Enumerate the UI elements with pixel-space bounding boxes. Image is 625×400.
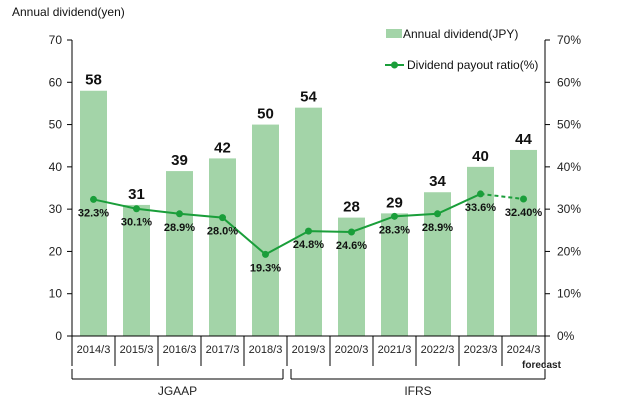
dividend-bar — [166, 171, 193, 336]
category-label: 2020/3 — [335, 344, 369, 356]
right-tick-label: 40% — [557, 160, 581, 174]
category-label: 2022/3 — [421, 344, 455, 356]
category-label: 2018/3 — [249, 344, 283, 356]
dividend-bar — [295, 107, 322, 337]
accounting-standard-groups: JGAAP IFRS — [71, 369, 546, 398]
payout-ratio-label: 28.9% — [164, 222, 195, 234]
dividend-bar — [209, 158, 236, 336]
category-label: 2015/3 — [120, 344, 154, 356]
dividend-bar — [123, 204, 150, 336]
left-tick-label: 20 — [49, 244, 63, 258]
payout-ratio-line — [93, 193, 481, 256]
axes: 0 0% 10 10% 20 20% 30 30% 40 40% 50 50% 60 60% 70 70% — [49, 33, 582, 343]
payout-ratio-point — [176, 210, 183, 218]
category-label: 2017/3 — [206, 344, 240, 356]
left-tick-label: 50 — [49, 118, 63, 132]
payout-ratio-label: 32.3% — [78, 207, 109, 219]
dividend-value-label: 54 — [300, 89, 317, 106]
legend-bar-swatch — [386, 29, 402, 38]
right-tick-label: 70% — [557, 33, 581, 47]
group-label: JGAAP — [158, 384, 197, 398]
dividend-value-label: 34 — [429, 173, 446, 190]
dividend-value-label: 42 — [214, 139, 231, 156]
category-label: 2016/3 — [163, 344, 197, 356]
payout-ratio-point — [305, 227, 312, 235]
dividend-value-label: 50 — [257, 106, 274, 123]
category-label: 2024/3 — [507, 344, 541, 356]
dividend-value-label: 44 — [515, 131, 532, 148]
payout-ratio-point — [219, 214, 226, 222]
group-label: IFRS — [404, 384, 431, 398]
dividend-value-label: 29 — [386, 194, 403, 211]
forecast-note: forecast — [522, 360, 562, 371]
payout-ratio-label: 28.3% — [379, 224, 410, 236]
right-tick-label: 10% — [557, 287, 581, 301]
left-tick-label: 0 — [55, 329, 62, 343]
payout-ratio-label: 32.40% — [505, 207, 543, 219]
right-tick-label: 60% — [557, 75, 581, 89]
left-axis-unit-label: Annual dividend(yen) — [12, 5, 125, 19]
right-tick-label: 30% — [557, 202, 581, 216]
payout-ratio-label: 33.6% — [465, 202, 496, 214]
dividend-bar — [338, 217, 365, 336]
left-tick-label: 40 — [49, 160, 63, 174]
category-label: 2019/3 — [292, 344, 326, 356]
dividend-value-label: 39 — [171, 152, 188, 169]
right-tick-label: 50% — [557, 118, 581, 132]
category-label: 2021/3 — [378, 344, 412, 356]
payout-ratio-point — [477, 190, 484, 198]
payout-ratio-point — [262, 250, 269, 258]
left-tick-label: 60 — [49, 75, 63, 89]
legend-line-label: Dividend payout ratio(%) — [407, 58, 538, 72]
right-tick-label: 0% — [557, 329, 575, 343]
dividend-bar — [381, 213, 408, 336]
x-axis: 2014/3 2015/3 2016/3 2017/3 2018/3 2019/3 2020… — [71, 335, 546, 366]
payout-ratio-point — [520, 195, 527, 203]
category-label: 2014/3 — [77, 344, 111, 356]
legend-bar-label: Annual dividend(JPY) — [403, 27, 518, 41]
left-tick-label: 30 — [49, 202, 63, 216]
payout-ratio-label: 19.3% — [250, 262, 281, 274]
payout-ratio-label: 28.0% — [207, 226, 238, 238]
bar-series — [80, 90, 537, 337]
dividend-value-label: 28 — [343, 199, 360, 216]
dividend-value-label: 40 — [472, 148, 489, 165]
dividend-bar — [80, 90, 107, 336]
dividend-bar — [510, 149, 537, 336]
payout-ratio-point — [434, 210, 441, 218]
payout-ratio-point — [391, 212, 398, 220]
legend-line-marker — [391, 61, 398, 69]
line-series — [90, 190, 527, 258]
dividend-value-label: 31 — [128, 186, 145, 203]
payout-ratio-forecast-segment — [480, 192, 524, 200]
payout-ratio-point — [90, 195, 97, 203]
payout-ratio-point — [133, 205, 140, 213]
dividend-bar — [252, 124, 279, 336]
category-label: 2023/3 — [464, 344, 498, 356]
payout-ratio-label: 28.9% — [422, 222, 453, 234]
left-tick-label: 70 — [49, 33, 63, 47]
data-labels: 58 31 39 42 50 54 28 29 34 40 44 32.3% 30.1% 28.9% 28.… — [78, 72, 542, 275]
payout-ratio-label: 24.6% — [336, 240, 367, 252]
payout-ratio-point — [348, 228, 355, 236]
legend: Annual dividend(JPY) Dividend payout rat… — [385, 27, 538, 72]
right-tick-label: 20% — [557, 244, 581, 258]
left-tick-label: 10 — [49, 287, 63, 301]
dividend-value-label: 58 — [85, 72, 102, 89]
payout-ratio-label: 24.8% — [293, 239, 324, 251]
payout-ratio-label: 30.1% — [121, 217, 152, 229]
